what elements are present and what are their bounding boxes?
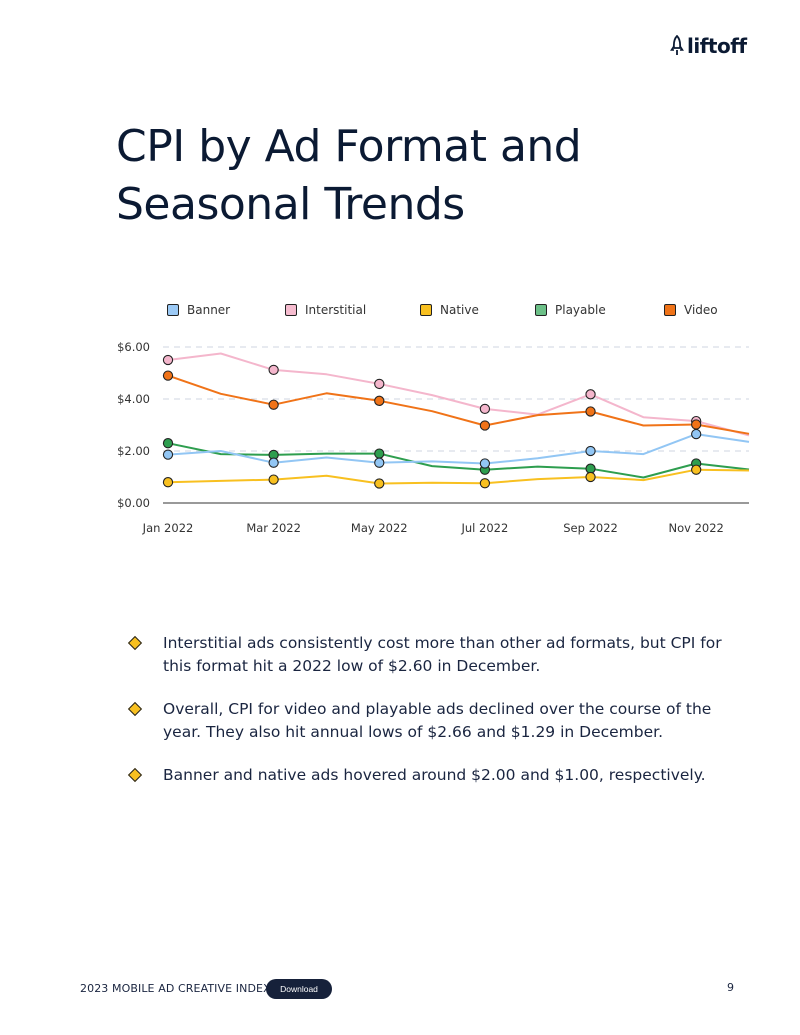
data-point-playable (374, 448, 385, 459)
y-tick-label: $4.00 (117, 392, 150, 406)
series-line-interstitial (167, 352, 750, 437)
data-point-video (585, 406, 596, 417)
data-point-banner (691, 428, 702, 440)
bullet-text: Interstitial ads consistently cost more … (163, 634, 722, 675)
chart-legend: Banner Interstitial Native Playable Vide… (0, 303, 800, 323)
series-line-banner (167, 433, 750, 465)
x-tick-label: May 2022 (351, 521, 408, 535)
data-point-interstitial (268, 364, 279, 376)
key-findings-list: Interstitial ads consistently cost more … (127, 632, 728, 807)
y-tick-label: $0.00 (117, 496, 150, 510)
series-line-native (167, 468, 750, 485)
x-tick-label: Sep 2022 (563, 521, 618, 535)
data-point-interstitial (479, 403, 491, 415)
legend-label-playable: Playable (555, 303, 606, 317)
x-tick-label: Jan 2022 (142, 521, 194, 535)
data-point-native (585, 471, 596, 483)
legend-item-playable: Playable (535, 303, 606, 317)
cpi-line-chart: $0.00 $2.00 $4.00 $6.00 Jan 2022 Mar 2022 May … (117, 340, 750, 535)
y-tick-label: $2.00 (117, 444, 150, 458)
diamond-bullet-icon (127, 767, 143, 783)
data-point-video (691, 419, 702, 430)
data-point-native (691, 464, 702, 475)
data-point-video (268, 399, 279, 410)
data-point-video (479, 420, 491, 431)
legend-swatch-interstitial (285, 304, 297, 316)
y-tick-label: $6.00 (117, 340, 150, 354)
legend-item-native: Native (420, 303, 479, 317)
series-line-playable (167, 442, 750, 479)
diamond-bullet-icon (127, 701, 143, 717)
legend-item-interstitial: Interstitial (285, 303, 366, 317)
title-line-1: CPI by Ad Format and (116, 121, 582, 172)
download-button[interactable]: Download (266, 979, 332, 999)
x-tick-label: Jul 2022 (461, 521, 509, 535)
data-point-native (162, 477, 174, 488)
legend-label-video: Video (684, 303, 718, 317)
data-point-interstitial (374, 378, 385, 390)
legend-swatch-video (664, 304, 676, 316)
series-line-video (167, 374, 750, 435)
data-point-interstitial (162, 354, 174, 366)
list-item: Interstitial ads consistently cost more … (127, 632, 728, 678)
data-point-native (374, 478, 385, 489)
legend-item-video: Video (664, 303, 718, 317)
rocket-icon (670, 35, 684, 55)
legend-swatch-playable (535, 304, 547, 316)
data-point-banner (585, 445, 596, 457)
x-tick-label: Nov 2022 (668, 521, 723, 535)
diamond-bullet-icon (127, 635, 143, 651)
legend-label-native: Native (440, 303, 479, 317)
list-item: Banner and native ads hovered around $2.… (127, 764, 728, 787)
legend-label-interstitial: Interstitial (305, 303, 367, 317)
legend-swatch-native (420, 304, 432, 316)
data-point-native (479, 478, 491, 489)
list-item: Overall, CPI for video and playable ads … (127, 698, 728, 744)
data-point-interstitial (585, 389, 596, 400)
brand-name: liftoff (687, 34, 747, 58)
bullet-text: Overall, CPI for video and playable ads … (163, 700, 712, 741)
x-tick-label: Mar 2022 (246, 521, 301, 535)
bullet-text: Banner and native ads hovered around $2.… (163, 766, 706, 784)
page-title: CPI by Ad Format and Seasonal Trends (116, 118, 736, 234)
legend-label-banner: Banner (187, 303, 231, 317)
page-number: 9 (727, 981, 734, 994)
data-point-banner (374, 457, 385, 468)
data-point-playable (162, 438, 174, 449)
footer-report-title: 2023 MOBILE AD CREATIVE INDEX (80, 982, 271, 995)
data-point-video (374, 395, 385, 406)
title-line-2: Seasonal Trends (116, 179, 465, 230)
data-point-banner (479, 458, 491, 469)
legend-item-banner: Banner (167, 303, 230, 317)
data-point-native (268, 474, 279, 485)
data-point-video (162, 370, 174, 381)
data-point-banner (268, 457, 279, 468)
data-point-banner (162, 449, 174, 460)
legend-swatch-banner (167, 304, 179, 316)
liftoff-logo: liftoff (670, 34, 747, 58)
